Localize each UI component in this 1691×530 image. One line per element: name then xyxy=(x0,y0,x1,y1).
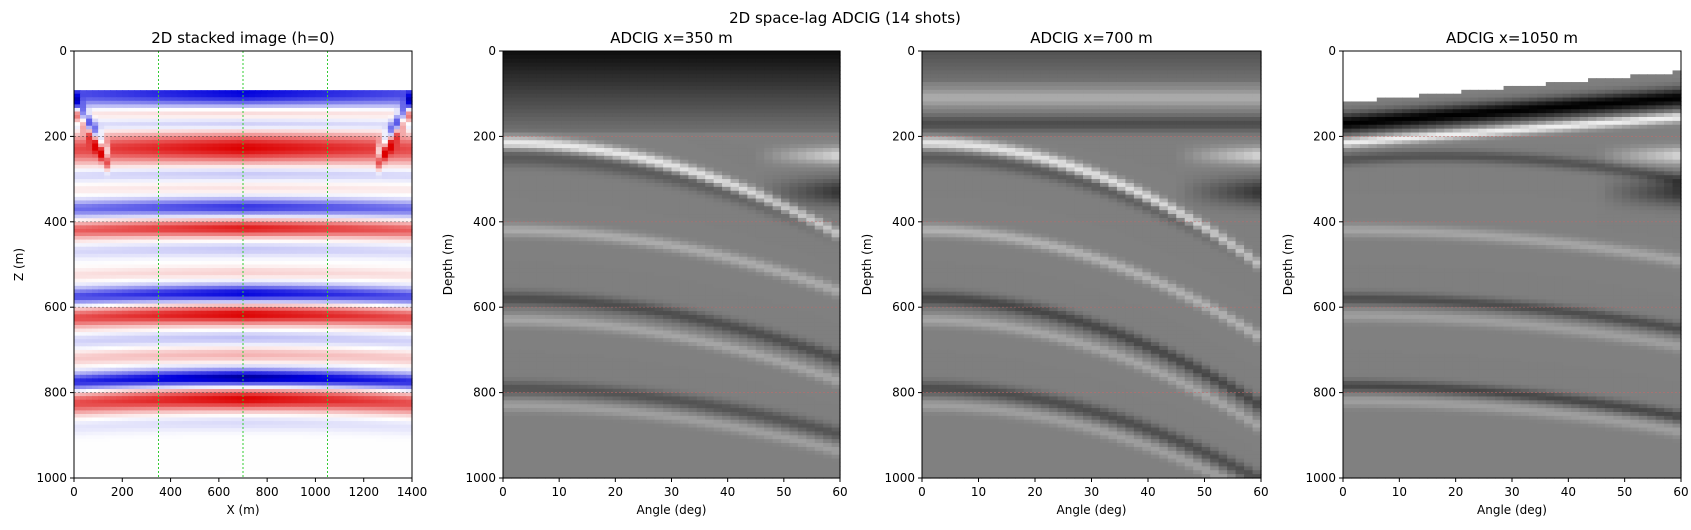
panel-3-xtick-label-2: 20 xyxy=(1448,485,1463,499)
panel-0: 0 200 400 600 800 1000 1200 1400 0 200 400 600 800 10… xyxy=(12,29,427,517)
panel-1-xlabel: Angle (deg) xyxy=(637,503,707,517)
panel-3-xtick-label-6: 60 xyxy=(1673,485,1688,499)
panel-3-ytick-label-2: 400 xyxy=(1313,215,1336,229)
panel-1-ytick-label-4: 800 xyxy=(473,386,496,400)
panel-2-ytick-label-3: 600 xyxy=(892,300,915,314)
panel-0-ytick-label-5: 1000 xyxy=(36,471,67,485)
panel-2-xtick-label-6: 60 xyxy=(1253,485,1268,499)
panel-3-image xyxy=(1343,51,1682,479)
panel-3-ytick-label-3: 600 xyxy=(1313,300,1336,314)
panel-2-ylabel: Depth (m) xyxy=(860,234,874,295)
panel-1-xtick-label-6: 60 xyxy=(832,485,847,499)
panel-3-ytick-label-4: 800 xyxy=(1313,386,1336,400)
panel-0-xtick-label-3: 600 xyxy=(207,485,230,499)
panel-1-ytick-label-3: 600 xyxy=(473,300,496,314)
panel-2-ytick-label-0: 0 xyxy=(907,44,915,58)
panel-0-xtick-label-7: 1400 xyxy=(397,485,428,499)
panel-0-xtick-label-2: 400 xyxy=(159,485,182,499)
panel-1-xtick-label-5: 50 xyxy=(776,485,791,499)
panel-1-ylabel: Depth (m) xyxy=(441,234,455,295)
panel-3-ytick-label-5: 1000 xyxy=(1305,471,1336,485)
panel-1-xtick-label-0: 0 xyxy=(499,485,507,499)
panel-1-xtick-label-1: 10 xyxy=(552,485,567,499)
panel-2-ytick-label-2: 400 xyxy=(892,215,915,229)
panel-0-ylabel: Z (m) xyxy=(12,248,26,281)
panel-0-frame xyxy=(73,50,413,479)
panel-2-xtick-label-1: 10 xyxy=(971,485,986,499)
panel-1-ytick-label-2: 400 xyxy=(473,215,496,229)
panel-0-ytick-label-4: 800 xyxy=(44,386,67,400)
panel-3-xlabel: Angle (deg) xyxy=(1477,503,1547,517)
panel-3-xtick-label-1: 10 xyxy=(1392,485,1407,499)
panel-3-xtick-label-4: 40 xyxy=(1561,485,1576,499)
panel-2-image xyxy=(922,51,1262,479)
panel-2-xlabel: Angle (deg) xyxy=(1057,503,1127,517)
panel-0-xtick-label-0: 0 xyxy=(70,485,78,499)
panel-3-ytick-label-1: 200 xyxy=(1313,129,1336,143)
panel-2-xtick-label-0: 0 xyxy=(918,485,926,499)
panel-0-xtick-label-1: 200 xyxy=(111,485,134,499)
panel-0-xtick-label-6: 1200 xyxy=(348,485,379,499)
panel-3-ylabel: Depth (m) xyxy=(1281,234,1295,295)
panel-3-xtick-label-5: 50 xyxy=(1617,485,1632,499)
panel-2-title: ADCIG x=700 m xyxy=(1030,29,1153,47)
panel-2-ytick-label-4: 800 xyxy=(892,386,915,400)
panel-0-xtick-label-4: 800 xyxy=(256,485,279,499)
panel-1-title: ADCIG x=350 m xyxy=(610,29,733,47)
panel-2-xtick-label-3: 30 xyxy=(1084,485,1099,499)
panel-1-ytick-label-0: 0 xyxy=(488,44,496,58)
panel-0-ytick-label-0: 0 xyxy=(59,44,67,58)
panel-0-ytick-label-3: 600 xyxy=(44,300,67,314)
panel-2-xtick-label-4: 40 xyxy=(1140,485,1155,499)
panel-3-title: ADCIG x=1050 m xyxy=(1446,29,1578,47)
panel-1-image xyxy=(503,51,841,479)
panel-3-ytick-label-0: 0 xyxy=(1328,44,1336,58)
panel-3-xtick-label-3: 30 xyxy=(1504,485,1519,499)
panel-2-xtick-label-5: 50 xyxy=(1197,485,1212,499)
panel-1-xtick-label-4: 40 xyxy=(720,485,735,499)
panel-2-ytick-label-1: 200 xyxy=(892,129,915,143)
panel-2-xtick-label-2: 20 xyxy=(1027,485,1042,499)
panel-0-title: 2D stacked image (h=0) xyxy=(151,29,334,47)
panel-3-xtick-label-0: 0 xyxy=(1339,485,1347,499)
panel-0-ytick-label-1: 200 xyxy=(44,129,67,143)
panel-1-ytick-label-5: 1000 xyxy=(465,471,496,485)
panel-2-ytick-label-5: 1000 xyxy=(884,471,915,485)
panel-0-xtick-label-5: 1000 xyxy=(300,485,331,499)
panel-0-xlabel: X (m) xyxy=(226,503,259,517)
panel-1-xtick-label-3: 30 xyxy=(664,485,679,499)
figure-suptitle: 2D space-lag ADCIG (14 shots) xyxy=(729,9,961,27)
panel-0-image xyxy=(74,51,413,479)
panel-1-ytick-label-1: 200 xyxy=(473,129,496,143)
panel-0-ytick-label-2: 400 xyxy=(44,215,67,229)
panel-1-xtick-label-2: 20 xyxy=(608,485,623,499)
